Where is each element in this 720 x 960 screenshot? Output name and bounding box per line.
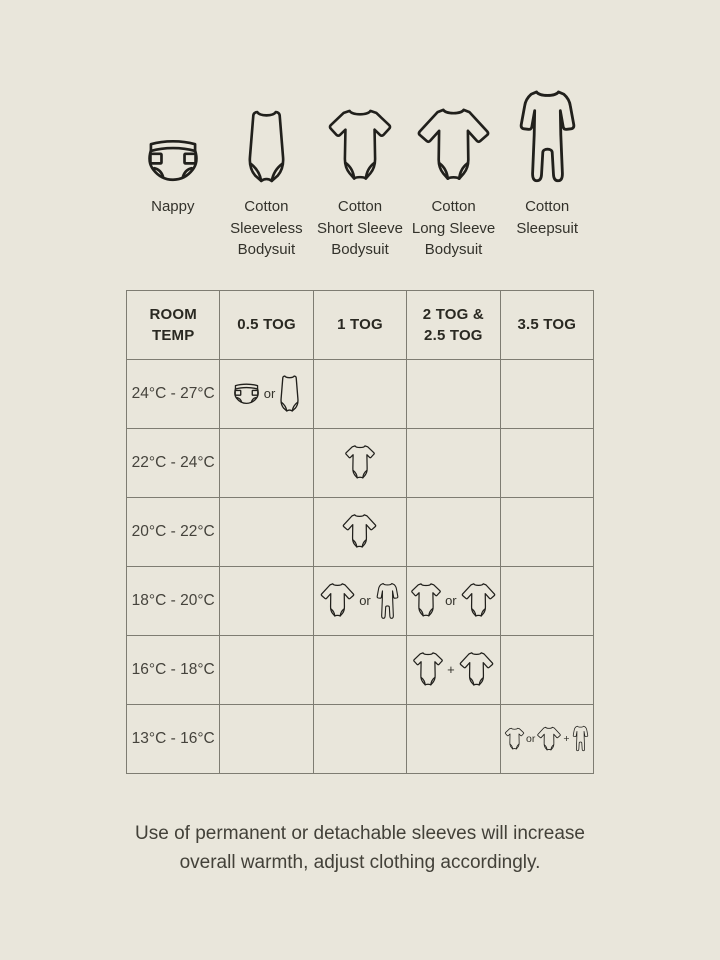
- garment-combination: or: [220, 374, 312, 413]
- legend-item-nappy: Nappy: [126, 86, 220, 261]
- garment-cell: [499, 427, 595, 498]
- legend-icon-box: [144, 86, 202, 185]
- garment-cell: [406, 358, 501, 429]
- nappy-icon: [232, 382, 261, 406]
- room-temp-cell: 18°C - 20°C: [125, 565, 221, 636]
- short-sleeve-bodysuit-icon: [504, 727, 525, 751]
- operator-label: or: [359, 593, 371, 608]
- garment-combination: or: [314, 582, 406, 620]
- sleepsuit-icon: [374, 582, 401, 620]
- garment-cell: or: [219, 358, 314, 429]
- tog-table: ROOM TEMP 0.5 TOG 1 TOG 2 TOG & 2.5 TOG 3.5 TO…: [125, 289, 595, 774]
- garment-cell: [312, 427, 408, 498]
- garment-cell: [406, 496, 501, 567]
- footnote-line: overall warmth, adjust clothing accordin…: [179, 852, 541, 873]
- column-header: 2 TOG & 2.5 TOG: [406, 289, 501, 360]
- operator-label: +: [563, 732, 570, 745]
- legend-label: Cotton Short Sleeve Bodysuit: [317, 198, 403, 258]
- long-sleeve-bodysuit-icon: [414, 106, 493, 185]
- table-row: 16°C - 18°C +: [125, 634, 595, 705]
- sleeveless-bodysuit-icon: [244, 108, 289, 185]
- footnote-line: Use of permanent or detachable sleeves w…: [135, 822, 585, 844]
- column-header: 1 TOG: [312, 289, 408, 360]
- garment-cell: or +: [499, 703, 595, 774]
- garment-cell: [312, 496, 408, 567]
- legend-item-sleeveless-bodysuit: Cotton Sleeveless Bodysuit: [220, 86, 314, 261]
- table-row: 18°C - 20°C or or: [125, 565, 595, 636]
- legend-item-sleepsuit: Cotton Sleepsuit: [500, 86, 594, 261]
- short-sleeve-bodysuit-icon: [412, 651, 444, 688]
- tog-guide: Nappy Cotton Sleeveless Bodysuit Cotton Short…: [125, 0, 595, 774]
- room-temp-cell: 20°C - 22°C: [125, 496, 221, 567]
- column-header: 0.5 TOG: [219, 289, 314, 360]
- table-row: 13°C - 16°C or +: [125, 703, 595, 774]
- legend-label: Cotton Sleepsuit: [516, 198, 579, 237]
- garment-cell: [312, 703, 408, 774]
- garment-cell: [499, 358, 595, 429]
- operator-label: +: [447, 662, 455, 677]
- table-row: 20°C - 22°C: [125, 496, 595, 567]
- long-sleeve-bodysuit-icon: [460, 582, 497, 619]
- long-sleeve-bodysuit-icon: [341, 513, 378, 550]
- header-row: ROOM TEMP 0.5 TOG 1 TOG 2 TOG & 2.5 TOG 3.5 TO…: [125, 289, 595, 360]
- garment-combination: or: [407, 582, 499, 619]
- footnote: Use of permanent or detachable sleeves w…: [0, 819, 720, 878]
- garment-combination: [314, 513, 406, 550]
- garment-legend: Nappy Cotton Sleeveless Bodysuit Cotton Short…: [126, 86, 594, 261]
- garment-cell: [312, 358, 408, 429]
- short-sleeve-bodysuit-icon: [326, 107, 394, 185]
- legend-item-long-sleeve-bodysuit: Cotton Long Sleeve Bodysuit: [407, 86, 501, 261]
- legend-icon-box: [244, 86, 289, 185]
- garment-combination: [314, 444, 406, 481]
- room-temp-cell: 22°C - 24°C: [125, 427, 221, 498]
- room-temp-cell: 24°C - 27°C: [125, 358, 221, 429]
- column-header: ROOM TEMP: [125, 289, 221, 360]
- table-row: 22°C - 24°C: [125, 427, 595, 498]
- operator-label: or: [526, 732, 536, 745]
- legend-icon-box: [513, 86, 582, 185]
- garment-cell: [499, 496, 595, 567]
- sleeveless-bodysuit-icon: [278, 374, 301, 413]
- legend-icon-box: [414, 86, 493, 185]
- room-temp-cell: 16°C - 18°C: [125, 634, 221, 705]
- sleepsuit-icon: [571, 725, 590, 752]
- garment-cell: [499, 565, 595, 636]
- garment-combination: or +: [501, 725, 593, 752]
- short-sleeve-bodysuit-icon: [410, 582, 442, 619]
- garment-cell: [219, 703, 314, 774]
- short-sleeve-bodysuit-icon: [344, 444, 376, 481]
- garment-cell: [219, 496, 314, 567]
- legend-label: Nappy: [151, 198, 195, 215]
- garment-cell: [499, 634, 595, 705]
- garment-cell: [406, 703, 501, 774]
- legend-icon-box: [326, 86, 394, 185]
- legend-label: Cotton Long Sleeve Bodysuit: [411, 198, 496, 258]
- nappy-icon: [144, 137, 202, 185]
- garment-cell: or: [312, 565, 408, 636]
- garment-cell: [219, 634, 314, 705]
- long-sleeve-bodysuit-icon: [319, 582, 356, 619]
- garment-cell: [312, 634, 408, 705]
- operator-label: or: [263, 386, 276, 401]
- legend-item-short-sleeve-bodysuit: Cotton Short Sleeve Bodysuit: [313, 86, 407, 261]
- operator-label: or: [445, 593, 457, 608]
- garment-cell: [406, 427, 501, 498]
- garment-cell: [219, 427, 314, 498]
- table-row: 24°C - 27°C or: [125, 358, 595, 429]
- garment-cell: or: [406, 565, 501, 636]
- long-sleeve-bodysuit-icon: [536, 726, 562, 752]
- garment-cell: [219, 565, 314, 636]
- garment-combination: +: [407, 651, 499, 688]
- legend-label: Cotton Sleeveless Bodysuit: [230, 198, 303, 258]
- room-temp-cell: 13°C - 16°C: [125, 703, 221, 774]
- sleepsuit-icon: [513, 88, 582, 185]
- long-sleeve-bodysuit-icon: [458, 651, 495, 688]
- column-header: 3.5 TOG: [499, 289, 595, 360]
- garment-cell: +: [406, 634, 501, 705]
